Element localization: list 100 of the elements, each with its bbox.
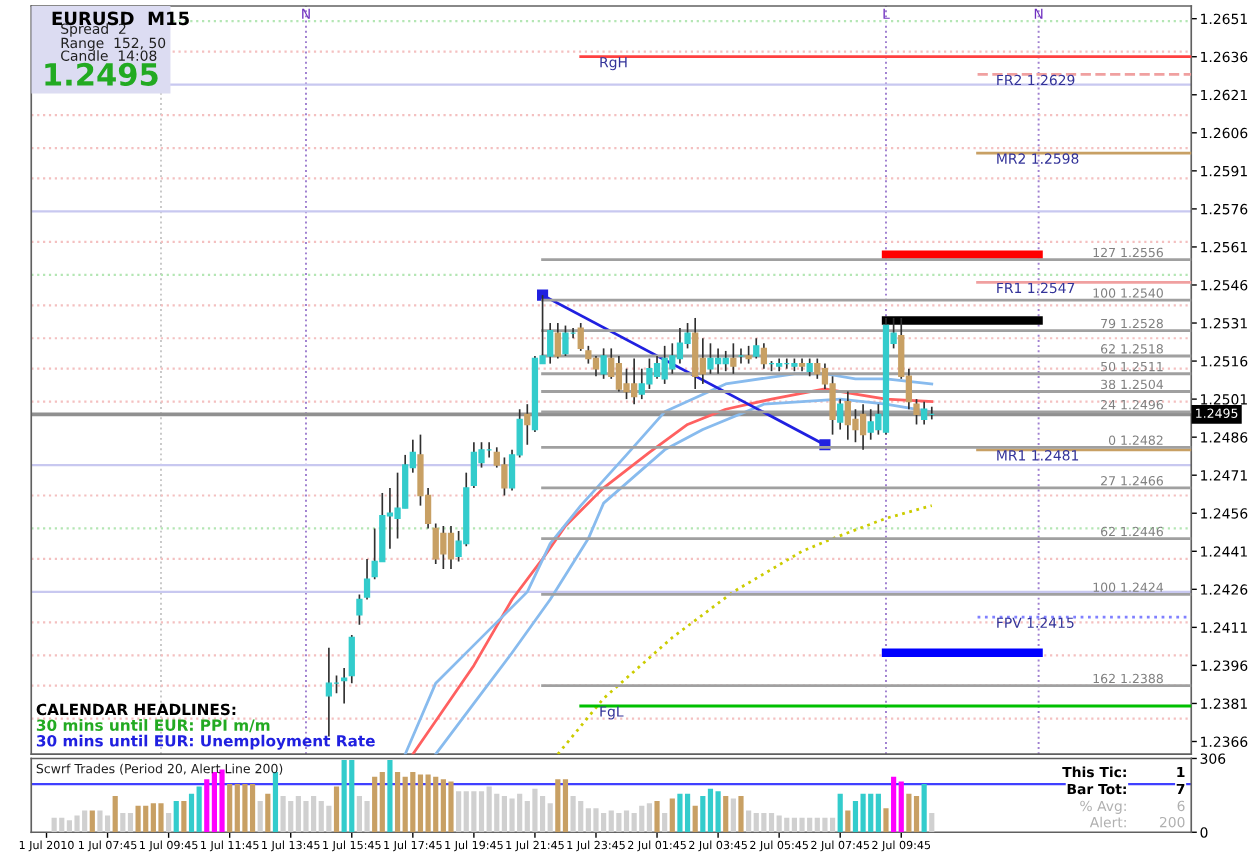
bar	[82, 810, 88, 833]
bar	[242, 784, 248, 833]
bar	[852, 800, 859, 833]
bar	[570, 796, 576, 833]
bar	[173, 800, 179, 833]
bar	[486, 786, 492, 833]
bar	[120, 812, 126, 833]
bar	[127, 812, 134, 833]
bar	[318, 800, 324, 833]
bar	[501, 796, 507, 833]
bar	[730, 798, 736, 833]
candlestick	[577, 322, 584, 352]
bar	[387, 759, 393, 833]
candlestick	[341, 667, 348, 705]
candlestick	[722, 350, 729, 373]
bar	[280, 796, 286, 833]
bar	[715, 791, 721, 833]
bar	[349, 759, 355, 833]
bar	[394, 771, 401, 833]
bar	[616, 812, 622, 833]
bar	[150, 803, 156, 833]
bar	[112, 796, 118, 833]
candlestick	[562, 324, 569, 357]
bar	[654, 800, 660, 833]
bar	[761, 812, 767, 833]
candlestick	[363, 558, 371, 601]
bar	[433, 776, 439, 833]
bar	[372, 776, 378, 833]
bar	[494, 793, 500, 833]
bar	[822, 817, 828, 833]
bar	[295, 796, 301, 833]
candlestick	[554, 322, 561, 360]
bar	[929, 812, 935, 833]
bar	[211, 771, 217, 833]
bar	[562, 779, 569, 833]
bar	[631, 812, 637, 833]
candlestick	[692, 317, 699, 390]
candlestick	[707, 342, 714, 375]
bar	[326, 805, 332, 833]
bar	[639, 805, 645, 833]
bar	[356, 796, 362, 833]
bar	[181, 800, 187, 833]
bar	[547, 803, 553, 833]
bar	[776, 815, 782, 833]
bar	[669, 798, 675, 833]
bar	[288, 800, 294, 833]
bar	[59, 817, 65, 833]
bar	[272, 771, 279, 833]
bar	[303, 800, 309, 833]
bar	[66, 820, 72, 833]
candlestick	[638, 367, 645, 400]
bar	[684, 793, 691, 833]
candlestick	[730, 342, 737, 375]
bar	[875, 793, 881, 833]
bar	[341, 759, 347, 833]
bar	[425, 774, 431, 833]
bar	[456, 791, 462, 833]
bar	[135, 805, 141, 833]
candlestick	[470, 441, 478, 489]
bar	[784, 817, 790, 833]
bar	[478, 791, 485, 833]
bar	[601, 812, 607, 833]
bar	[662, 812, 668, 833]
annotation: 1.2495	[45, 62, 158, 86]
candlestick	[699, 337, 706, 385]
bar	[906, 793, 912, 833]
bar	[891, 776, 897, 833]
candlestick	[814, 357, 821, 380]
bar	[623, 810, 630, 833]
bar	[509, 798, 515, 833]
bar	[249, 784, 256, 833]
candlestick	[440, 525, 447, 570]
bar	[333, 786, 340, 833]
bar	[746, 810, 752, 833]
bar	[868, 793, 874, 833]
candlestick	[676, 327, 684, 365]
bar	[104, 815, 111, 833]
bar	[471, 791, 477, 833]
candlestick	[653, 355, 661, 380]
bar	[410, 771, 416, 833]
candlestick	[547, 322, 554, 365]
bar	[677, 793, 683, 833]
candlestick	[753, 337, 760, 360]
bar	[799, 817, 805, 833]
bar	[845, 810, 851, 833]
line-series	[556, 504, 934, 755]
bar	[311, 796, 317, 833]
bar	[89, 810, 95, 833]
bar	[578, 800, 584, 833]
bar	[196, 786, 202, 833]
candlestick	[661, 345, 668, 385]
bar	[768, 812, 775, 833]
bar	[837, 793, 843, 833]
bar	[791, 817, 797, 833]
bar	[143, 805, 149, 833]
bar	[585, 808, 591, 833]
bar	[219, 769, 225, 833]
bar	[829, 817, 836, 833]
candlestick	[760, 342, 768, 370]
candlestick	[592, 355, 600, 378]
